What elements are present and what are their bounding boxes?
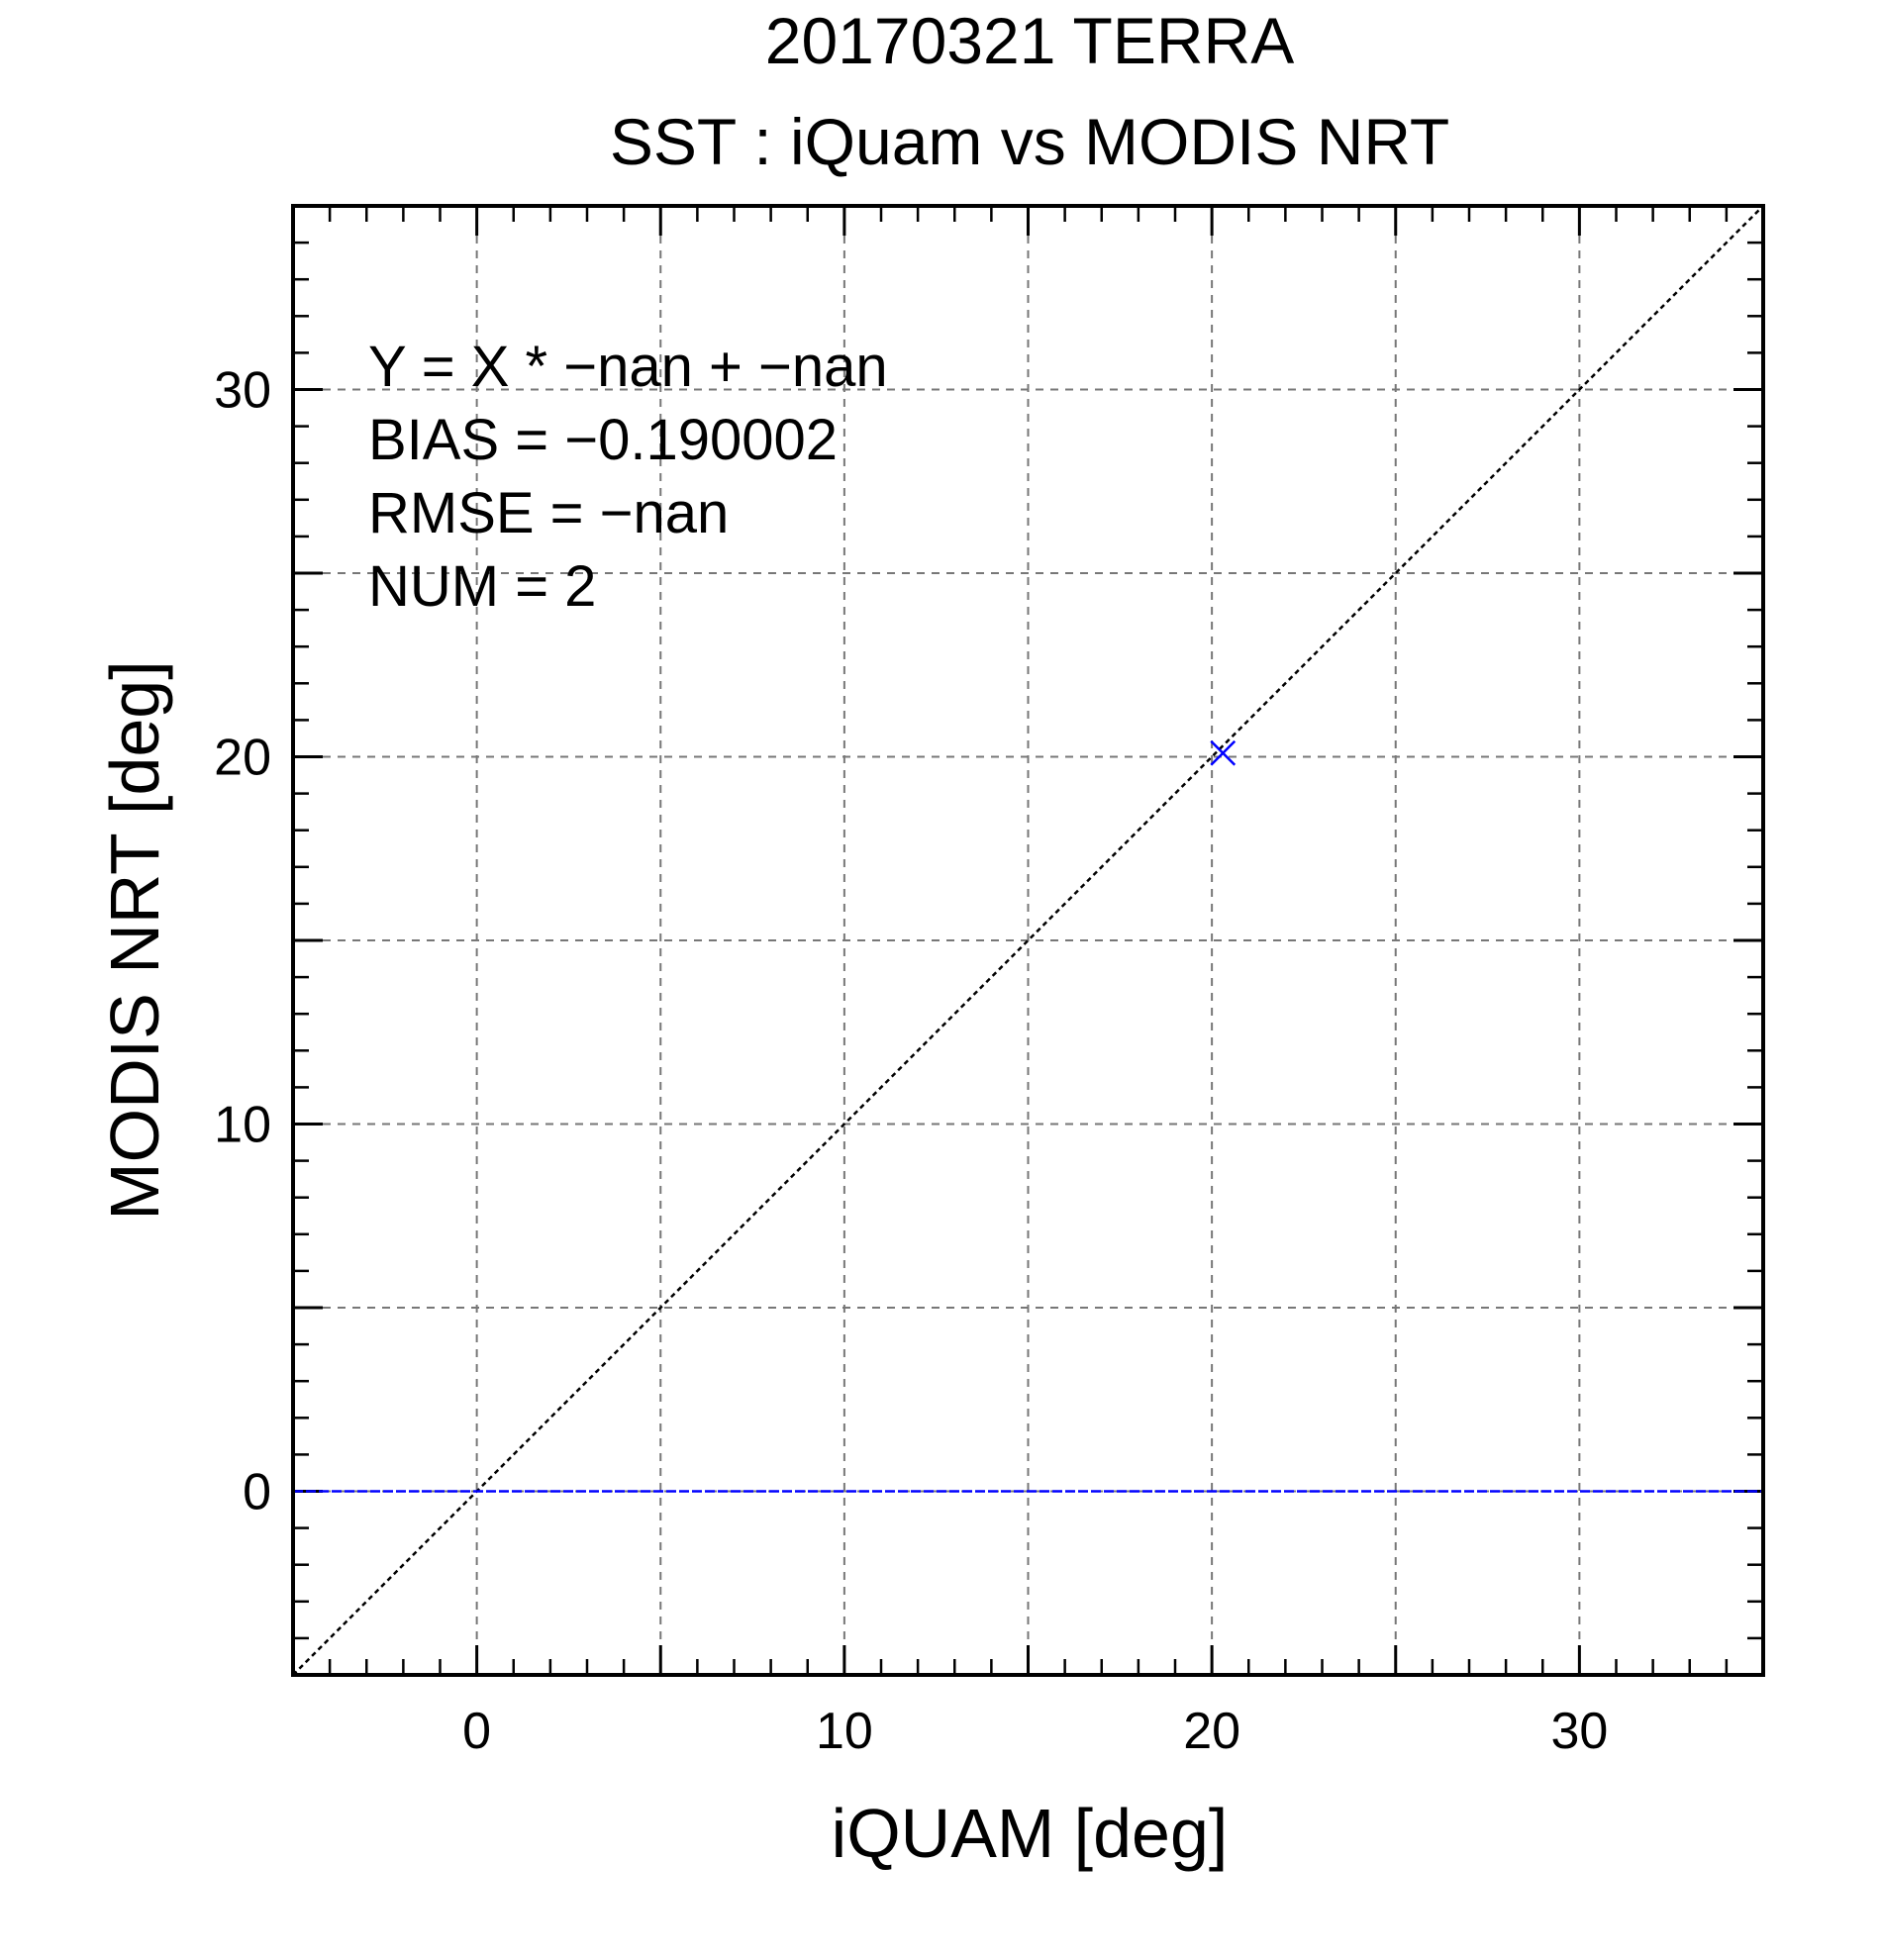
reference-line-y-equals-x (292, 205, 1764, 1676)
data-point (1210, 739, 1237, 766)
major-ticks (293, 206, 1763, 1675)
stats-bias: BIAS = −0.190002 (368, 408, 838, 472)
x-tick-label: 10 (816, 1703, 873, 1760)
x-tick-label: 0 (462, 1703, 491, 1760)
plot-frame (291, 204, 1765, 1677)
x-tick-label: 20 (1183, 1703, 1240, 1760)
grid (293, 206, 1763, 1675)
data-point-stroke (1210, 739, 1237, 766)
x-tick-labels: 0 10 20 30 (462, 1703, 1608, 1760)
plot-lines (292, 205, 1764, 1676)
y-tick-label: 10 (214, 1097, 271, 1154)
chart-title: 20170321 TERRA (765, 4, 1294, 77)
minor-ticks (293, 206, 1763, 1675)
x-axis-label: iQUAM [deg] (832, 1795, 1229, 1872)
chart-subtitle: SST : iQuam vs MODIS NRT (610, 105, 1449, 178)
data-points (1210, 739, 1237, 766)
stats-num: NUM = 2 (368, 554, 596, 619)
x-tick-label: 30 (1550, 1703, 1608, 1760)
y-tick-label: 20 (214, 730, 271, 787)
stats-box: Y = X * −nan + −nan BIAS = −0.190002 RMS… (368, 335, 888, 619)
y-tick-labels: 0 10 20 30 (214, 362, 271, 1521)
y-tick-label: 30 (214, 362, 271, 420)
stats-rmse: RMSE = −nan (368, 481, 729, 545)
stats-fit: Y = X * −nan + −nan (368, 335, 888, 399)
y-tick-label: 0 (243, 1464, 271, 1521)
y-axis-label: MODIS NRT [deg] (96, 660, 173, 1220)
